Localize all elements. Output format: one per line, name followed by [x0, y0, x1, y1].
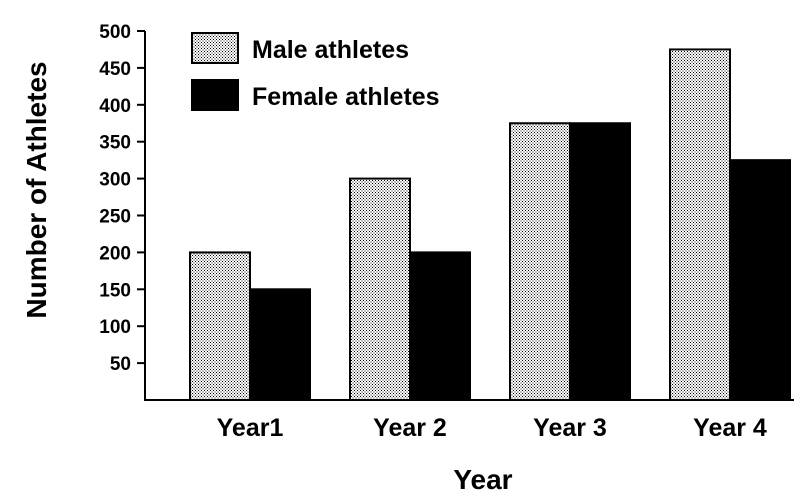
bar-female-1: [249, 288, 311, 401]
bar-male-1: [189, 251, 251, 401]
bar-female-4: [729, 159, 791, 401]
x-category-label: Year 4: [693, 414, 767, 442]
y-tick-label: 500: [99, 22, 131, 43]
y-tick-label: 50: [110, 354, 131, 375]
x-axis-title: Year: [453, 464, 512, 495]
x-category-label: Year 2: [373, 414, 447, 442]
y-tick-label: 200: [99, 243, 131, 264]
bar-female-2: [409, 251, 471, 401]
legend-swatch-female: [191, 79, 239, 111]
bar-male-2: [349, 177, 411, 401]
legend: Male athletes Female athletes: [191, 32, 440, 111]
y-tick-label: 300: [99, 170, 131, 191]
y-tick-label: 250: [99, 207, 131, 228]
legend-label-female: Female athletes: [252, 83, 440, 111]
y-tick-label: 400: [99, 96, 131, 117]
y-tick-label: 100: [99, 317, 131, 338]
y-tick-label: 350: [99, 133, 131, 154]
y-axis-ticks: 50 100 150 200 250 300 350 400 450 500: [99, 22, 145, 375]
bars-group: [189, 48, 791, 401]
y-axis-title: Number of Athletes: [21, 61, 52, 318]
bar-female-3: [569, 122, 631, 401]
bar-male-4: [669, 48, 731, 401]
bar-male-3: [509, 122, 571, 401]
y-tick-label: 150: [99, 280, 131, 301]
x-category-label: Year 3: [533, 414, 607, 442]
x-axis-labels: Year1 Year 2 Year 3 Year 4: [217, 414, 767, 442]
x-category-label: Year1: [217, 414, 284, 442]
y-tick-label: 450: [99, 59, 131, 80]
legend-label-male: Male athletes: [252, 36, 409, 64]
legend-swatch-male: [191, 32, 239, 64]
